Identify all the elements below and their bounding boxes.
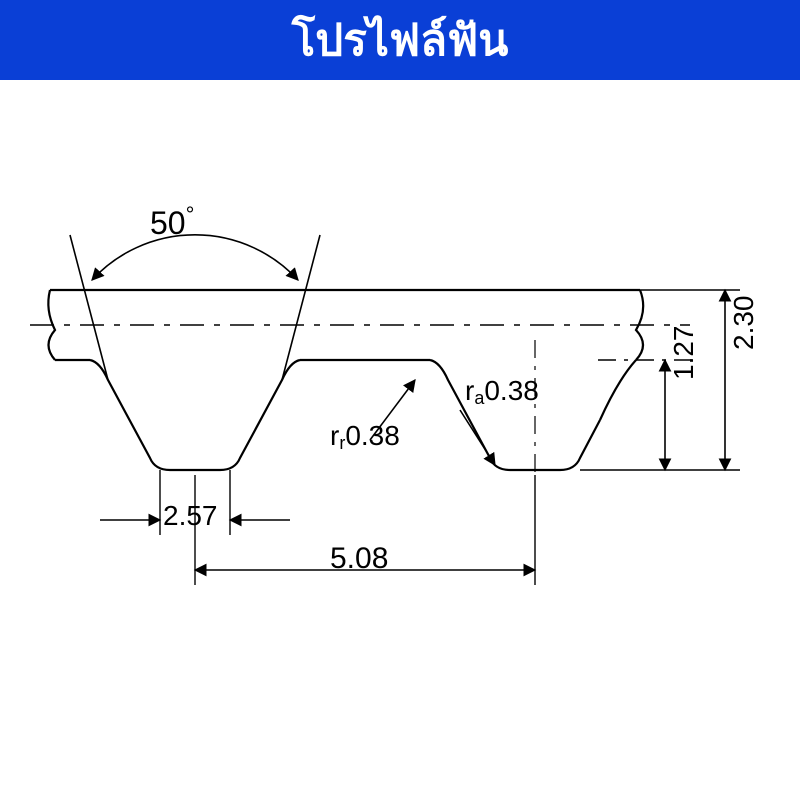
pitch-label: 5.08 bbox=[330, 542, 388, 576]
angle-label: 50° bbox=[150, 205, 194, 242]
diagram-area: 50° rr0.38 ra0.38 2.57 5.08 1.27 2.30 bbox=[0, 80, 800, 800]
total-height-label: 2.30 bbox=[728, 296, 760, 351]
title-bar: โปรไฟล์ฟัน bbox=[0, 0, 800, 80]
tooth-height-label: 1.27 bbox=[668, 326, 700, 381]
title-text: โปรไฟล์ฟัน bbox=[292, 5, 509, 75]
tooth-profile-svg bbox=[0, 80, 800, 800]
bottom-width-label: 2.57 bbox=[163, 500, 218, 532]
fillet-root-label: rr0.38 bbox=[330, 420, 400, 452]
fillet-tip-label: ra0.38 bbox=[465, 375, 539, 407]
